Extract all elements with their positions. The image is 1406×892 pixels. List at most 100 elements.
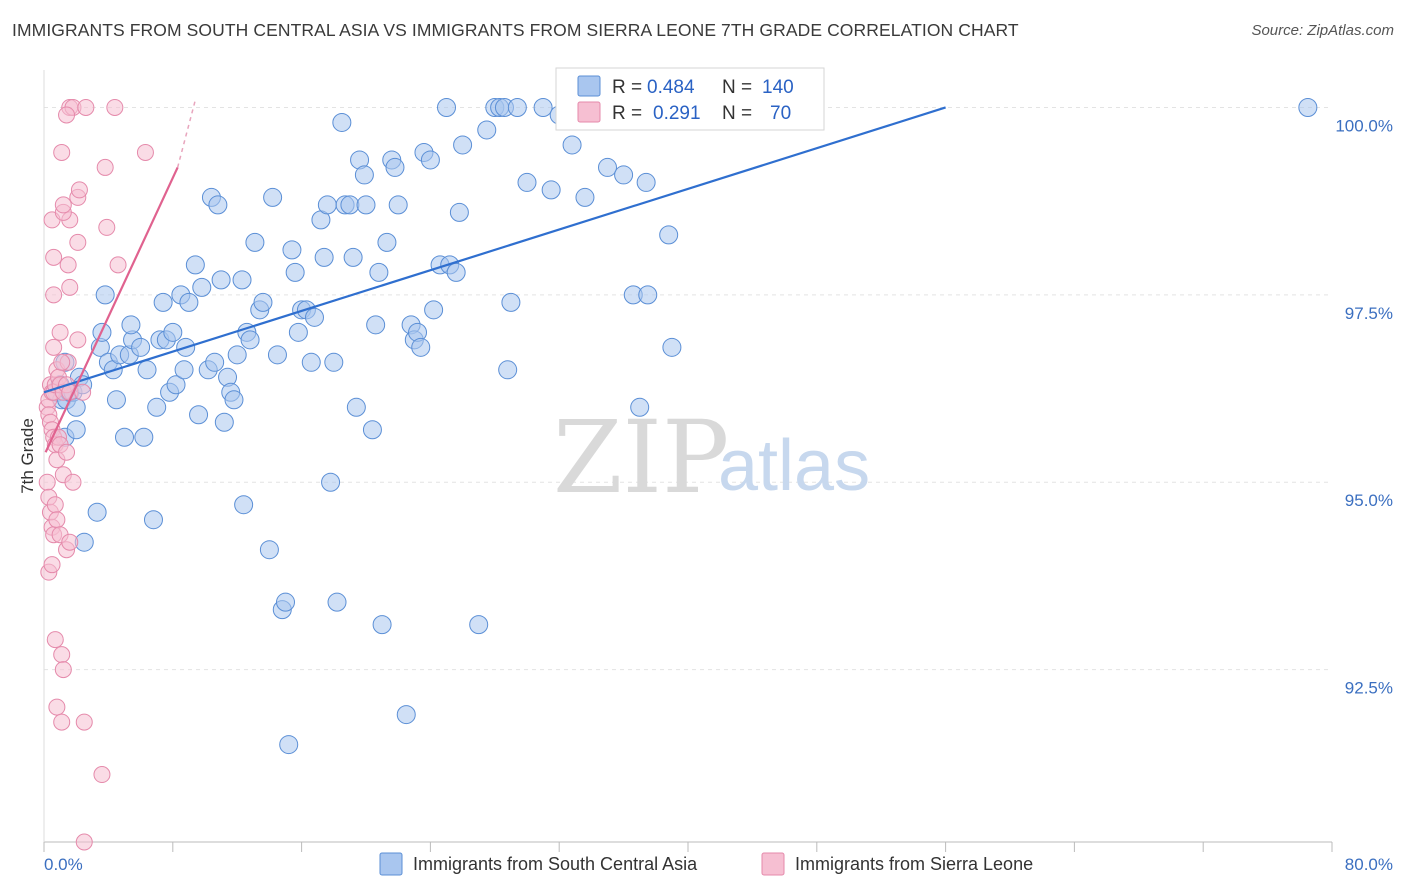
data-point-blue — [449, 202, 469, 222]
data-point-blue — [366, 315, 386, 335]
data-point-blue — [288, 322, 308, 342]
data-point-blue — [87, 502, 107, 522]
data-point-blue — [533, 97, 553, 117]
data-point-blue — [137, 360, 157, 380]
data-point-blue — [385, 157, 405, 177]
x-tick-label-max: 80.0% — [1345, 855, 1393, 874]
data-point-pink — [136, 143, 154, 161]
data-point-blue — [227, 345, 247, 365]
data-point-pink — [45, 338, 63, 356]
data-point-blue — [301, 352, 321, 372]
data-point-blue — [115, 427, 134, 447]
data-point-pink — [43, 556, 61, 574]
y-tick-label: 97.5% — [1345, 304, 1393, 323]
data-point-blue — [253, 292, 273, 312]
data-point-blue — [143, 510, 163, 530]
data-point-blue — [106, 390, 126, 410]
data-point-blue — [327, 592, 347, 612]
data-point-pink — [53, 713, 71, 731]
legend-n-label-pink: N = — [722, 103, 752, 124]
data-point-blue — [369, 262, 389, 282]
data-point-pink — [45, 286, 63, 304]
data-point-blue — [192, 277, 212, 297]
data-point-blue — [211, 270, 231, 290]
legend-n-label-blue: N = — [722, 77, 752, 98]
data-point-blue — [636, 172, 656, 192]
legend-n-value-pink: 70 — [770, 103, 791, 124]
data-point-blue — [147, 397, 167, 417]
watermark: ZIP atlas — [553, 399, 870, 516]
data-point-blue — [263, 187, 283, 207]
data-point-pink — [46, 496, 64, 514]
legend-r-label-blue: R = — [612, 77, 642, 98]
data-point-blue — [346, 397, 366, 417]
data-point-blue — [343, 247, 363, 267]
data-point-blue — [575, 187, 595, 207]
watermark-zip: ZIP — [553, 399, 729, 516]
data-point-blue — [332, 112, 352, 132]
data-point-pink — [77, 98, 95, 116]
data-point-blue — [501, 292, 521, 312]
data-point-pink — [75, 833, 93, 851]
data-point-blue — [396, 705, 416, 725]
data-point-pink — [69, 331, 87, 349]
data-point-blue — [259, 540, 279, 560]
source-label: Source: ZipAtlas.com — [1251, 22, 1394, 39]
data-point-blue — [189, 405, 209, 425]
y-tick-label: 95.0% — [1345, 491, 1393, 510]
data-point-blue — [205, 352, 225, 372]
data-point-pink — [69, 233, 87, 251]
data-point-blue — [282, 240, 302, 260]
data-point-blue — [630, 397, 650, 417]
data-point-pink — [48, 698, 66, 716]
legend-swatch-blue — [577, 75, 601, 97]
chart-title: IMMIGRANTS FROM SOUTH CENTRAL ASIA VS IM… — [12, 20, 1019, 40]
data-point-blue — [314, 247, 334, 267]
data-point-blue — [517, 172, 537, 192]
data-point-blue — [388, 195, 408, 215]
data-point-blue — [638, 285, 658, 305]
data-point-pink — [59, 256, 77, 274]
series-legend-label-blue: Immigrants from South Central Asia — [413, 854, 698, 874]
y-axis-label: 7th Grade — [18, 418, 37, 494]
data-point-blue — [420, 150, 440, 170]
trendline-pink — [44, 166, 179, 453]
data-point-pink — [53, 353, 71, 371]
data-point-blue — [245, 232, 265, 252]
data-point-blue — [279, 735, 299, 755]
data-point-pink — [98, 218, 116, 236]
data-point-blue — [66, 420, 86, 440]
data-point-blue — [477, 120, 497, 140]
x-tick-label-min: 0.0% — [44, 855, 83, 874]
data-point-blue — [234, 495, 254, 515]
data-point-pink — [96, 158, 114, 176]
data-point-blue — [304, 307, 324, 327]
data-point-blue — [453, 135, 473, 155]
data-point-blue — [208, 195, 228, 215]
data-point-pink — [51, 323, 69, 341]
data-point-pink — [54, 196, 72, 214]
data-point-blue — [267, 345, 287, 365]
data-point-blue — [224, 390, 244, 410]
data-point-blue — [134, 427, 154, 447]
legend-r-label-pink: R = — [612, 103, 642, 124]
data-point-blue — [324, 352, 344, 372]
data-point-blue — [424, 300, 444, 320]
legend-box — [555, 67, 825, 131]
data-point-blue — [356, 195, 376, 215]
data-point-blue — [498, 360, 518, 380]
legend-r-value-blue: 0.484 — [647, 77, 695, 98]
data-point-pink — [58, 443, 76, 461]
data-point-blue — [411, 337, 431, 357]
y-tick-label: 92.5% — [1345, 679, 1393, 698]
watermark-atlas: atlas — [718, 426, 870, 506]
series-legend-swatch-pink — [761, 852, 785, 876]
data-point-blue — [214, 412, 234, 432]
data-point-blue — [372, 615, 392, 635]
data-point-blue — [95, 285, 115, 305]
data-point-pink — [48, 511, 66, 529]
data-point-pink — [45, 248, 63, 266]
data-point-blue — [276, 592, 295, 612]
series-sierra-leone — [38, 98, 154, 851]
data-point-blue — [377, 232, 397, 252]
